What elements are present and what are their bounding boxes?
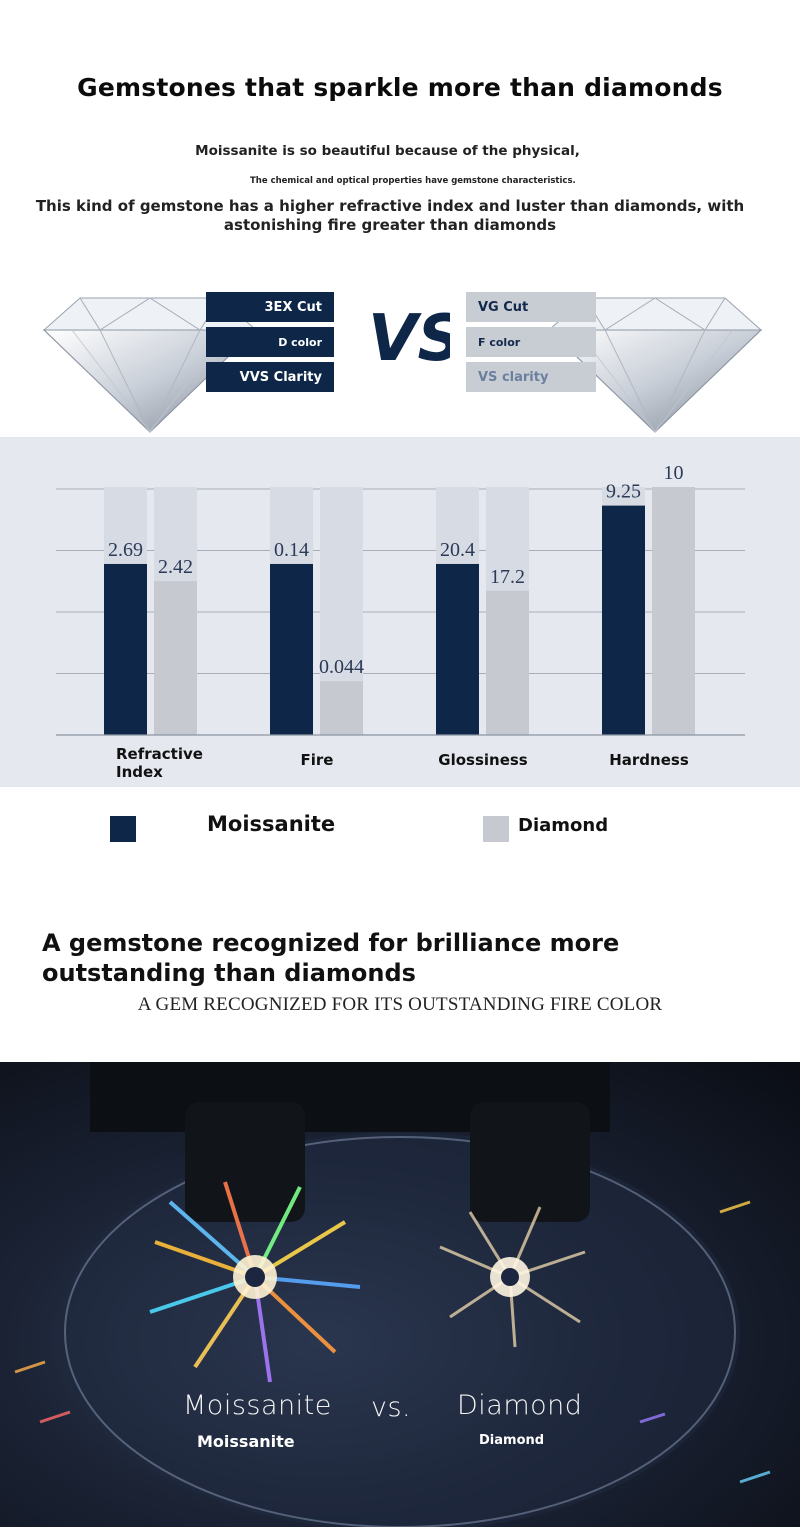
diamond-fire-burst (439, 1206, 586, 1348)
category-label: Glossiness (438, 751, 528, 769)
photo-label-diamond-small: Diamond (479, 1433, 545, 1448)
fire-comparison-photo: Moissanite vs. Diamond Moissanite Diamon… (0, 1062, 800, 1527)
vs-logo: VS (368, 302, 450, 376)
photo-label-moissanite-small: Moissanite (197, 1432, 295, 1451)
bar-diamond (320, 681, 363, 735)
data-label: 0.044 (319, 656, 364, 678)
data-label: 2.42 (158, 556, 193, 578)
data-label: 20.4 (440, 539, 475, 561)
category-label: Index (116, 763, 163, 781)
section-heading: A gemstone recognized for brilliance mor… (42, 929, 620, 987)
bar-diamond (154, 581, 197, 735)
photo-label-moissanite-large: Moissanite (183, 1390, 332, 1421)
photo-label-diamond-large: Diamond (457, 1390, 583, 1421)
intro-line-1: Moissanite is so beautiful because of th… (195, 143, 580, 159)
moissanite-fire-burst (149, 1181, 361, 1383)
data-label: 0.14 (274, 539, 309, 561)
intro-line-3: This kind of gemstone has a higher refra… (35, 197, 745, 234)
tag-color-diamond: F color (466, 327, 596, 357)
moissanite-gem-image (42, 297, 258, 434)
svg-text:VS: VS (368, 302, 450, 376)
data-label: 17.2 (490, 566, 525, 588)
bar-moissanite (602, 505, 645, 735)
category-label: Refractive (116, 745, 203, 763)
tag-cut-diamond: VG Cut (466, 292, 596, 322)
legend-swatch-diamond (483, 816, 509, 842)
legend-swatch-moissanite (110, 816, 136, 842)
data-label: 2.69 (108, 539, 143, 561)
bar-diamond (486, 590, 529, 735)
page-title: Gemstones that sparkle more than diamond… (77, 73, 723, 102)
data-label: 10 (664, 462, 684, 484)
tag-color-moissanite: D color (206, 327, 334, 357)
diamond-gem-image (547, 297, 763, 434)
photo-scene (14, 1062, 771, 1527)
section-subheading: A GEM RECOGNIZED FOR ITS OUTSTANDING FIR… (137, 994, 663, 1015)
bar-moissanite (270, 563, 313, 735)
tag-cut-moissanite: 3EX Cut (206, 292, 334, 322)
bar-moissanite (436, 563, 479, 735)
category-label: Hardness (609, 751, 689, 769)
chart-legend: Moissanite Diamond (0, 800, 800, 860)
bar-diamond (652, 487, 695, 735)
category-label: Fire (301, 751, 334, 769)
legend-label-diamond: Diamond (518, 815, 609, 836)
legend-label-moissanite: Moissanite (207, 812, 336, 836)
scattered-sparkles (14, 1200, 771, 1484)
tag-clarity-diamond: VS clarity (466, 362, 596, 392)
bar-moissanite (104, 563, 147, 735)
photo-label-vs: vs. (371, 1392, 412, 1423)
data-label: 9.25 (606, 481, 641, 503)
tag-clarity-moissanite: VVS Clarity (206, 362, 334, 392)
intro-line-2: The chemical and optical properties have… (250, 176, 576, 186)
